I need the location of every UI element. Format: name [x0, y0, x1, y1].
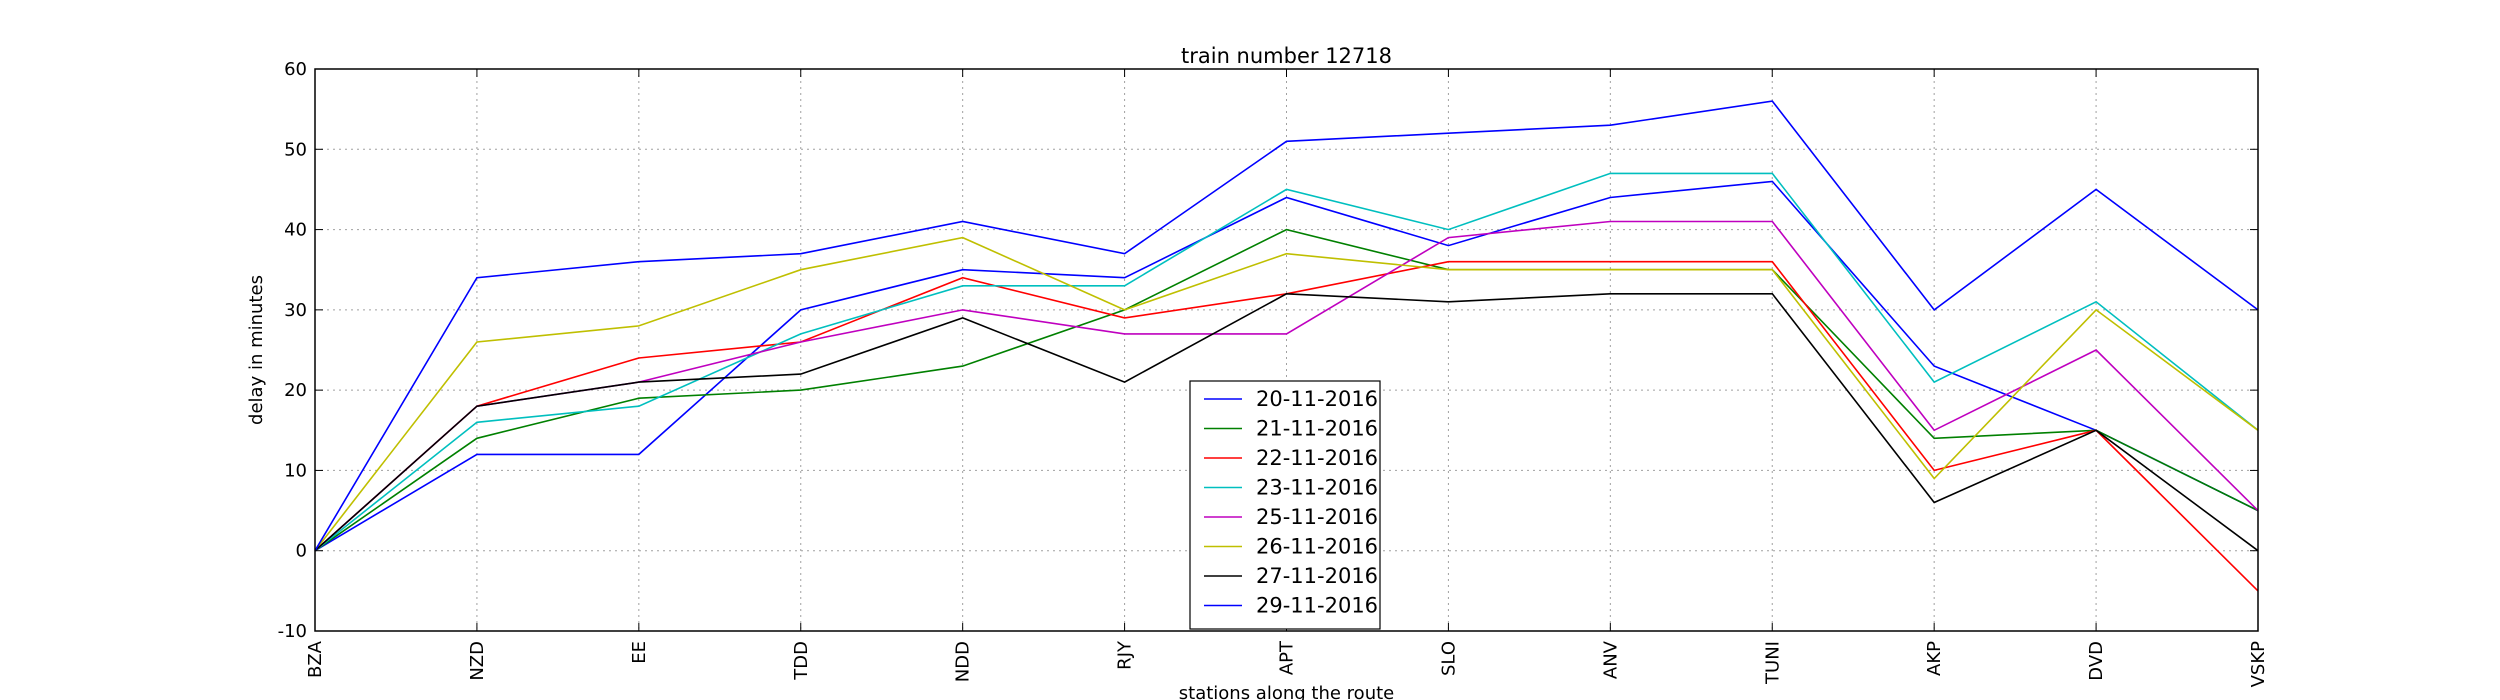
x-tick-label: AKP [1924, 641, 1945, 676]
legend-label: 20-11-2016 [1256, 387, 1378, 411]
y-tick-label: 0 [296, 541, 307, 562]
x-axis-title: stations along the route [1179, 683, 1394, 700]
legend-label: 25-11-2016 [1256, 505, 1378, 529]
x-tick-label: BZA [305, 640, 326, 678]
y-tick-label: 50 [284, 139, 307, 160]
legend-label: 21-11-2016 [1256, 417, 1378, 441]
legend-label: 23-11-2016 [1256, 476, 1378, 500]
x-tick-label: ANV [1600, 640, 1621, 679]
y-tick-label: 10 [284, 460, 307, 481]
x-tick-label: TDD [791, 641, 812, 681]
legend-box [1189, 380, 1381, 630]
series-line-29-11-2016 [314, 100, 2259, 552]
x-tick-label: DVD [2086, 641, 2107, 681]
x-tick-label: EE [629, 641, 650, 664]
x-tick-label: SLO [1438, 641, 1459, 676]
x-tick-label: TUNI [1762, 641, 1783, 685]
legend-label: 27-11-2016 [1256, 564, 1378, 588]
legend: 20-11-2016 21-11-2016 22-11-2016 23-11-2016… [1189, 380, 1381, 630]
y-tick-label: -10 [278, 621, 307, 642]
y-tick-label: 30 [284, 300, 307, 321]
y-tick-label: 20 [284, 380, 307, 401]
y-tick-label: 40 [284, 220, 307, 241]
series-line-20-11-2016 [314, 180, 2259, 552]
series-line-26-11-2016 [314, 236, 2259, 552]
series-lines [314, 100, 2259, 592]
x-tick-label: NDD [953, 641, 974, 682]
y-tick-label: 60 [284, 59, 307, 80]
legend-label: 29-11-2016 [1256, 594, 1378, 618]
series-line-27-11-2016 [314, 292, 2259, 552]
series-line-23-11-2016 [314, 172, 2259, 552]
x-tick-label: APT [1277, 640, 1298, 675]
chart-title: train number 12718 [1181, 44, 1392, 68]
legend-label: 26-11-2016 [1256, 535, 1378, 559]
legend-label: 22-11-2016 [1256, 446, 1378, 470]
x-tick-label: NZD [467, 641, 488, 681]
axis-ticks: -10 0 10 20 30 40 50 60 BZA NZD EE TDD NDD RJY APT SLO A… [278, 59, 2269, 687]
y-axis-title: delay in minutes [246, 275, 267, 425]
x-tick-label: VSKP [2248, 641, 2269, 688]
x-tick-label: RJY [1115, 640, 1136, 670]
series-line-21-11-2016 [314, 228, 2259, 552]
